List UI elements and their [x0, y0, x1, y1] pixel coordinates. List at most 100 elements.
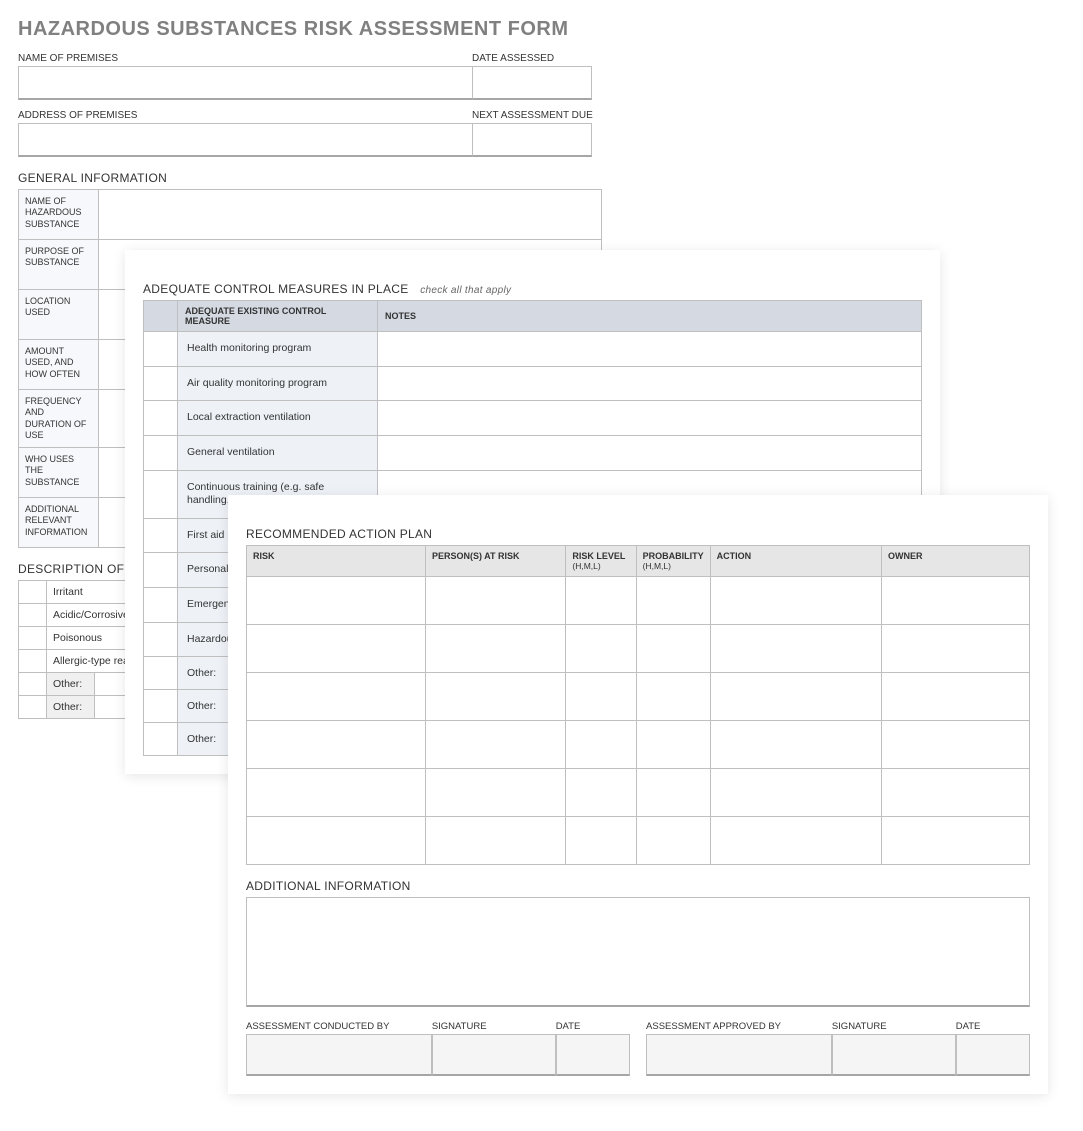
control-measure: Air quality monitoring program	[178, 366, 378, 401]
input-date-assessed[interactable]	[472, 66, 592, 100]
hazard-other-label: Other:	[47, 673, 95, 696]
signoff-row: ASSESSMENT CONDUCTED BY SIGNATURE DATE A…	[246, 1021, 1030, 1076]
action-cell[interactable]	[710, 577, 881, 625]
col-risk: RISK	[247, 546, 426, 577]
action-cell[interactable]	[881, 673, 1029, 721]
input-approved-by[interactable]	[646, 1034, 832, 1076]
input-date-1[interactable]	[556, 1034, 630, 1076]
control-checkbox[interactable]	[144, 588, 178, 623]
action-cell[interactable]	[247, 769, 426, 817]
controls-subnote: check all that apply	[420, 285, 511, 296]
action-cell[interactable]	[881, 625, 1029, 673]
control-checkbox[interactable]	[144, 723, 178, 756]
action-cell[interactable]	[426, 721, 566, 769]
input-signature-2[interactable]	[832, 1034, 956, 1076]
action-cell[interactable]	[566, 721, 636, 769]
control-notes[interactable]	[378, 435, 922, 470]
col-action: ACTION	[710, 546, 881, 577]
gen-info-label: ADDITIONAL RELEVANT INFORMATION	[19, 498, 99, 548]
action-cell[interactable]	[636, 817, 710, 865]
action-cell[interactable]	[636, 769, 710, 817]
action-cell[interactable]	[881, 817, 1029, 865]
action-cell[interactable]	[247, 721, 426, 769]
controls-title-text: ADEQUATE CONTROL MEASURES IN PLACE	[143, 282, 409, 296]
action-cell[interactable]	[566, 769, 636, 817]
action-cell[interactable]	[710, 625, 881, 673]
label-address-premises: ADDRESS OF PREMISES	[18, 110, 473, 121]
label-approved-by: ASSESSMENT APPROVED BY	[646, 1021, 832, 1032]
input-signature-1[interactable]	[432, 1034, 556, 1076]
action-cell[interactable]	[710, 721, 881, 769]
gen-info-label: AMOUNT USED, AND HOW OFTEN	[19, 340, 99, 390]
control-checkbox[interactable]	[144, 470, 178, 518]
control-checkbox[interactable]	[144, 401, 178, 436]
action-cell[interactable]	[426, 577, 566, 625]
gen-info-value[interactable]	[99, 190, 602, 240]
hazard-checkbox[interactable]	[19, 650, 47, 673]
controls-col-check	[144, 301, 178, 332]
additional-info-box[interactable]	[246, 897, 1030, 1007]
action-cell[interactable]	[247, 673, 426, 721]
control-checkbox[interactable]	[144, 553, 178, 588]
label-name-premises: NAME OF PREMISES	[18, 53, 473, 64]
label-date-1: DATE	[556, 1021, 630, 1032]
gen-info-label: PURPOSE OF SUBSTANCE	[19, 240, 99, 290]
action-cell[interactable]	[247, 577, 426, 625]
action-cell[interactable]	[636, 577, 710, 625]
label-date-2: DATE	[956, 1021, 1030, 1032]
col-owner: OWNER	[881, 546, 1029, 577]
input-address-premises[interactable]	[18, 123, 473, 157]
action-cell[interactable]	[566, 625, 636, 673]
control-notes[interactable]	[378, 332, 922, 367]
action-cell[interactable]	[881, 769, 1029, 817]
hazard-checkbox[interactable]	[19, 627, 47, 650]
page-3: RECOMMENDED ACTION PLAN RISK PERSON(S) A…	[228, 495, 1048, 1094]
control-checkbox[interactable]	[144, 366, 178, 401]
control-checkbox[interactable]	[144, 332, 178, 367]
input-next-assessment[interactable]	[472, 123, 592, 157]
label-date-assessed: DATE ASSESSED	[472, 53, 602, 64]
label-signature-2: SIGNATURE	[832, 1021, 956, 1032]
action-cell[interactable]	[710, 769, 881, 817]
action-cell[interactable]	[426, 817, 566, 865]
control-notes[interactable]	[378, 401, 922, 436]
control-notes[interactable]	[378, 366, 922, 401]
action-cell[interactable]	[247, 625, 426, 673]
label-conducted-by: ASSESSMENT CONDUCTED BY	[246, 1021, 432, 1032]
action-cell[interactable]	[566, 577, 636, 625]
action-cell[interactable]	[566, 817, 636, 865]
hazard-checkbox[interactable]	[19, 604, 47, 627]
label-signature-1: SIGNATURE	[432, 1021, 556, 1032]
control-checkbox[interactable]	[144, 622, 178, 657]
action-cell[interactable]	[710, 673, 881, 721]
header-row-2: ADDRESS OF PREMISES NEXT ASSESSMENT DUE	[18, 110, 602, 157]
control-checkbox[interactable]	[144, 690, 178, 723]
input-date-2[interactable]	[956, 1034, 1030, 1076]
label-next-assessment: NEXT ASSESSMENT DUE	[472, 110, 602, 121]
action-cell[interactable]	[636, 721, 710, 769]
action-cell[interactable]	[426, 625, 566, 673]
action-cell[interactable]	[881, 721, 1029, 769]
control-measure: General ventilation	[178, 435, 378, 470]
action-cell[interactable]	[566, 673, 636, 721]
action-cell[interactable]	[881, 577, 1029, 625]
col-probability: PROBABILITY(H,M,L)	[636, 546, 710, 577]
hazard-checkbox[interactable]	[19, 696, 47, 719]
section-action-plan: RECOMMENDED ACTION PLAN	[246, 527, 1030, 541]
gen-info-label: LOCATION USED	[19, 290, 99, 340]
action-cell[interactable]	[247, 817, 426, 865]
action-cell[interactable]	[710, 817, 881, 865]
gen-info-label: FREQUENCY AND DURATION OF USE	[19, 390, 99, 448]
action-cell[interactable]	[636, 625, 710, 673]
input-conducted-by[interactable]	[246, 1034, 432, 1076]
hazard-checkbox[interactable]	[19, 673, 47, 696]
control-checkbox[interactable]	[144, 518, 178, 553]
action-cell[interactable]	[426, 769, 566, 817]
action-cell[interactable]	[426, 673, 566, 721]
input-name-premises[interactable]	[18, 66, 473, 100]
gen-info-label: NAME OF HAZARDOUS SUBSTANCE	[19, 190, 99, 240]
action-cell[interactable]	[636, 673, 710, 721]
control-checkbox[interactable]	[144, 435, 178, 470]
control-checkbox[interactable]	[144, 657, 178, 690]
hazard-checkbox[interactable]	[19, 581, 47, 604]
